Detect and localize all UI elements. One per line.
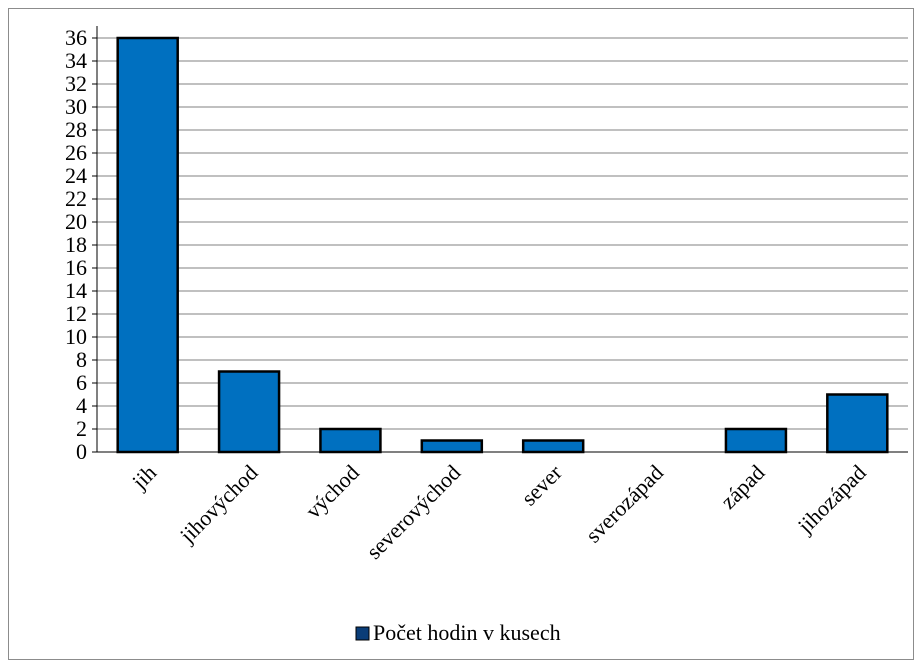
y-tick-label: 6 — [76, 370, 87, 395]
x-category-label: východ — [300, 460, 363, 523]
bar-8 — [826, 393, 889, 454]
y-tick-label: 4 — [76, 393, 87, 418]
y-tick-label: 12 — [65, 301, 87, 326]
y-tick-label: 22 — [65, 186, 87, 211]
bar-1 — [116, 36, 179, 454]
legend-label: Počet hodin v kusech — [373, 620, 561, 645]
legend: Počet hodin v kusech — [355, 620, 561, 645]
x-category-label: západ — [716, 460, 770, 514]
x-category-label: jihovýchod — [174, 460, 262, 548]
y-tick-label: 16 — [65, 255, 87, 280]
y-tick-label: 28 — [65, 117, 87, 142]
y-tick-label: 20 — [65, 209, 87, 234]
legend-swatch — [355, 626, 370, 641]
bar-7 — [724, 427, 788, 454]
x-category-label: jih — [126, 460, 161, 495]
x-category-label: sever — [516, 459, 567, 510]
axes — [96, 26, 908, 453]
bars — [116, 36, 889, 454]
x-category-label: sverozápad — [580, 460, 668, 548]
y-tick-label: 8 — [76, 347, 87, 372]
y-tick-label: 10 — [65, 324, 87, 349]
y-tick-label: 0 — [76, 439, 87, 464]
bar-5 — [521, 439, 585, 454]
y-tick-label: 26 — [65, 140, 87, 165]
y-tick-label: 32 — [65, 71, 87, 96]
y-tick-label: 14 — [65, 278, 87, 303]
x-category-label: severovýchod — [361, 460, 465, 564]
bar-3 — [319, 427, 382, 454]
bar-4 — [420, 439, 484, 454]
y-tick-label: 24 — [65, 163, 87, 188]
y-tick-label: 36 — [65, 25, 87, 50]
y-tick-label: 34 — [65, 48, 87, 73]
y-tick-label: 2 — [76, 416, 87, 441]
bar-2 — [217, 370, 281, 454]
y-tick-label: 18 — [65, 232, 87, 257]
x-category-label: jihozápad — [792, 460, 871, 539]
y-tick-label: 30 — [65, 94, 87, 119]
